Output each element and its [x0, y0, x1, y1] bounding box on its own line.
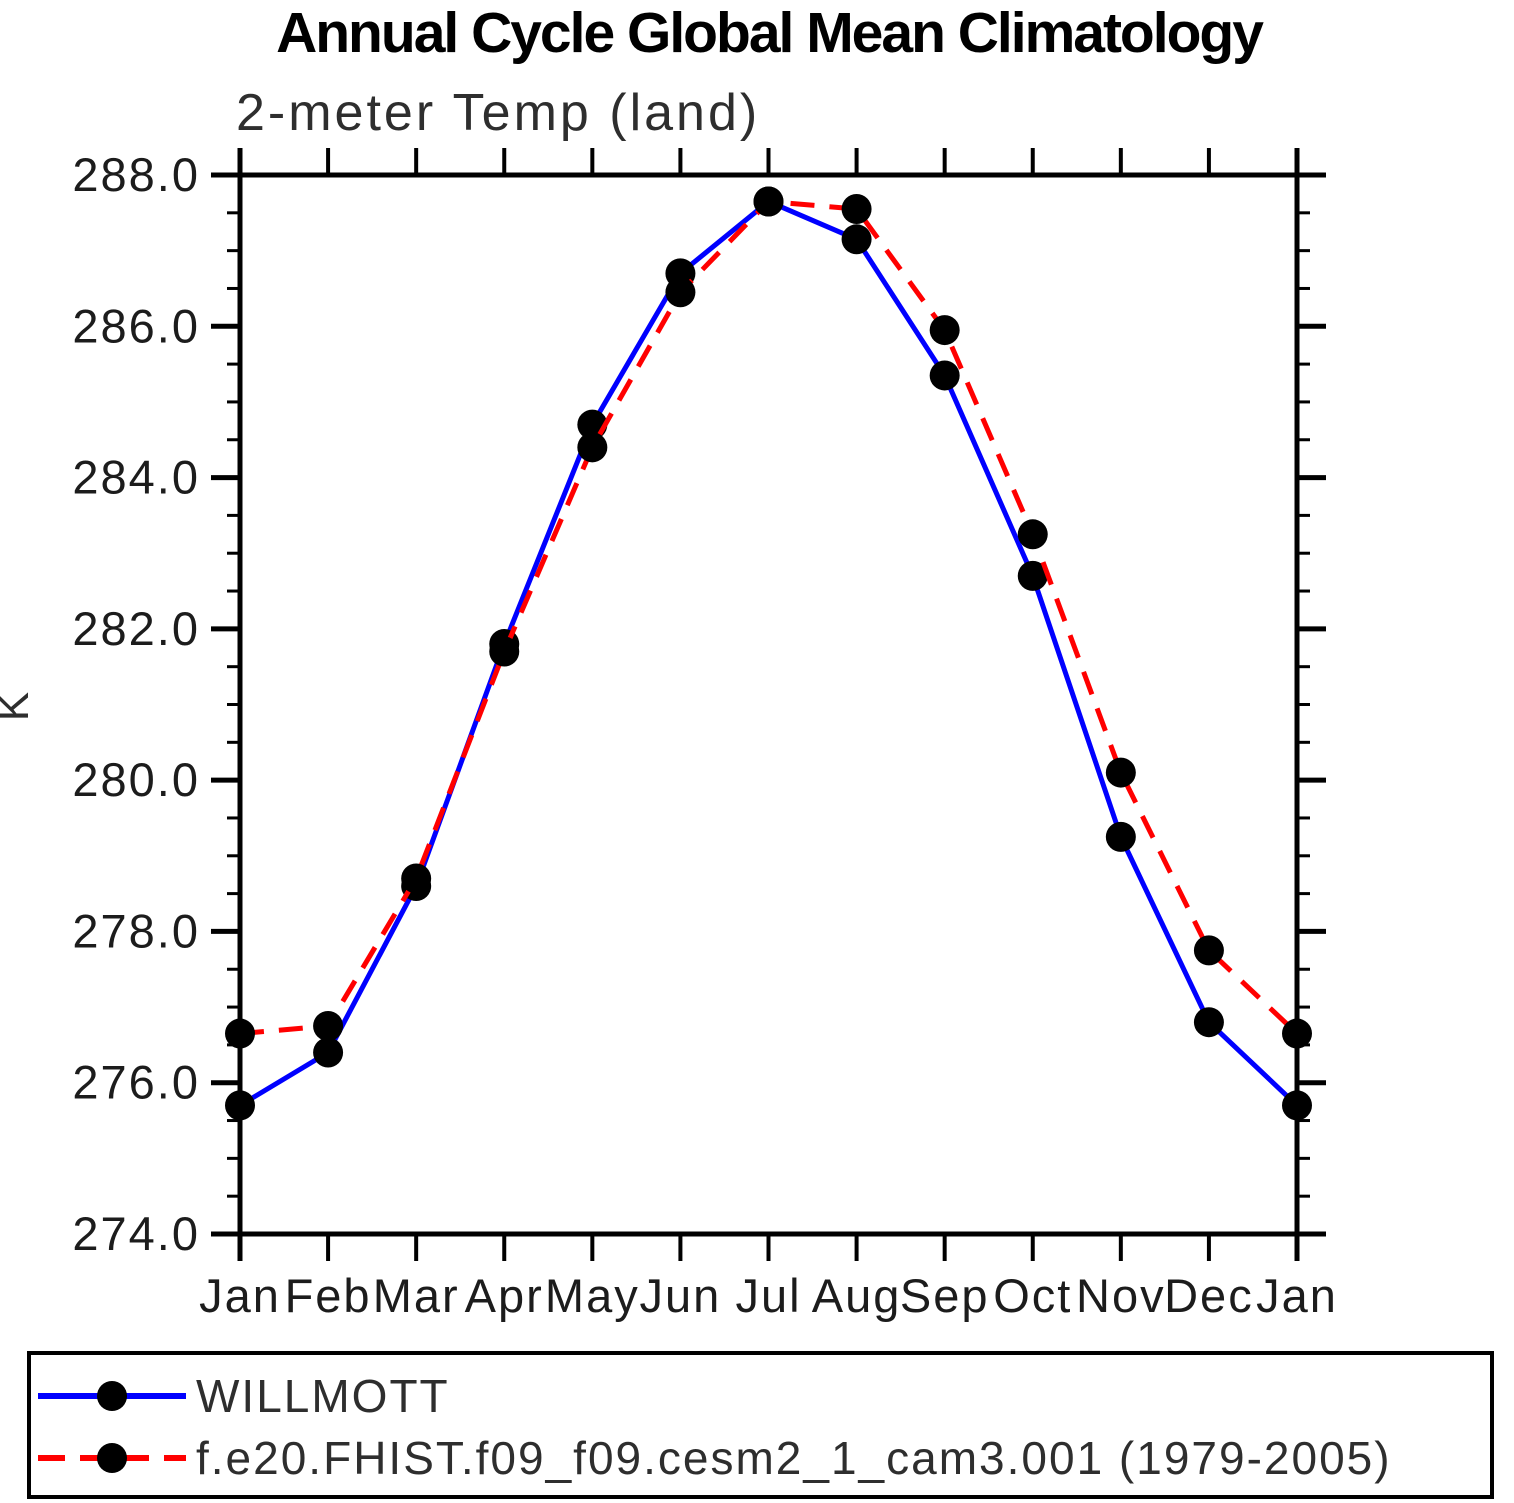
legend-border [27, 1351, 1494, 1499]
legend-marker-willmott [97, 1381, 127, 1411]
data-point [489, 636, 520, 667]
data-point [753, 186, 784, 217]
series-line-0 [238, 198, 1299, 1108]
chart-subtitle: 2-meter Temp (land) [236, 84, 760, 142]
x-axis-label: Aug [812, 1269, 902, 1322]
data-point [1193, 1007, 1224, 1038]
x-axis-label: Jan [199, 1269, 281, 1322]
data-point [665, 277, 696, 308]
chart-title: Annual Cycle Global Mean Climatology [276, 1, 1264, 65]
y-axis-label: 276.0 [72, 1056, 200, 1109]
data-point [1282, 1018, 1312, 1049]
data-point [225, 1018, 255, 1049]
y-axis-label: 288.0 [72, 148, 200, 201]
data-point [313, 1010, 344, 1041]
y-axis-label: 274.0 [72, 1207, 200, 1260]
data-point [313, 1037, 344, 1068]
x-axis-label: Sep [900, 1269, 990, 1322]
data-point [841, 224, 872, 255]
y-axis-label: 286.0 [72, 299, 200, 352]
data-point [577, 432, 608, 463]
x-axis-label: Oct [993, 1269, 1072, 1322]
legend: WILLMOTT f.e20.FHIST.f09_f09.cesm2_1_cam… [27, 1351, 1494, 1499]
x-axis-label: Nov [1076, 1269, 1166, 1322]
x-axis-label: Jan [1256, 1269, 1338, 1322]
data-point [1017, 560, 1048, 591]
data-point [929, 315, 960, 346]
x-axis-label: Jul [735, 1269, 801, 1322]
data-point [1105, 757, 1136, 788]
data-point [841, 194, 872, 225]
x-axis-label: Mar [373, 1269, 460, 1322]
y-axis-label: 284.0 [72, 451, 200, 504]
data-point [1193, 935, 1224, 966]
legend-label-willmott: WILLMOTT [196, 1370, 450, 1422]
data-point [401, 863, 432, 894]
data-point [225, 1090, 255, 1121]
legend-label-model: f.e20.FHIST.f09_f09.cesm2_1_cam3.001 (19… [196, 1432, 1392, 1484]
x-axis-label: Dec [1164, 1269, 1254, 1322]
data-point [1105, 821, 1136, 852]
x-axis-label: Apr [465, 1269, 544, 1322]
series-line-1 [239, 198, 1299, 1037]
data-point [1017, 519, 1048, 550]
x-axis-label: Feb [285, 1269, 372, 1322]
data-point [1282, 1090, 1312, 1121]
y-axis-label: 278.0 [72, 904, 200, 957]
legend-marker-model [97, 1443, 127, 1473]
y-axis-unit-label: K [0, 691, 38, 721]
x-axis-label: Jun [640, 1269, 722, 1322]
y-axis-label: 282.0 [72, 602, 200, 655]
y-axis-label: 280.0 [72, 753, 200, 806]
x-axis-label: May [545, 1269, 640, 1322]
data-point [929, 360, 960, 391]
